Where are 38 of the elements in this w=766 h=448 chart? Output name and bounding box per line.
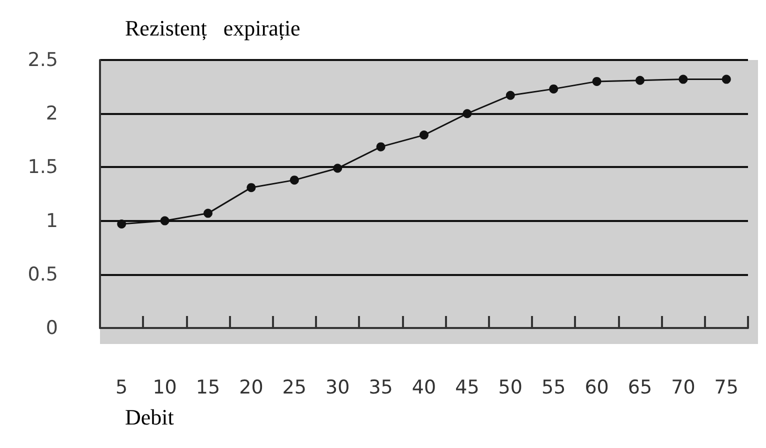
x-tick-label: 15	[196, 376, 220, 398]
point	[290, 176, 299, 185]
point	[117, 220, 126, 229]
chart-title: Rezistenț expirație	[125, 16, 300, 40]
x-tick-label: 45	[455, 376, 480, 398]
point	[246, 183, 256, 192]
point	[592, 76, 602, 86]
point	[204, 208, 212, 218]
point	[462, 109, 472, 118]
x-axis-title: Debit	[125, 404, 174, 430]
point	[722, 74, 731, 84]
point	[549, 84, 558, 94]
y-tick-label: 2	[46, 102, 58, 125]
point	[420, 130, 428, 140]
x-tick-label: 30	[326, 376, 350, 398]
point	[506, 90, 515, 100]
point	[678, 74, 688, 84]
y-tick-label: 0.5	[28, 263, 58, 286]
x-tick-label: 50	[498, 376, 522, 398]
x-tick-label: 40	[412, 376, 436, 398]
x-tick-label: 55	[542, 376, 566, 398]
point	[376, 142, 386, 152]
x-tick-label: 75	[714, 376, 738, 398]
point	[333, 164, 342, 173]
y-tick-label: 0	[46, 317, 58, 339]
x-tick-label: 60	[584, 376, 609, 398]
y-tick-label: 1	[46, 210, 58, 232]
point	[160, 216, 170, 226]
x-tick-label: 35	[368, 376, 393, 398]
y-tick-label: 2.5	[28, 49, 58, 71]
x-tick-label: 65	[628, 376, 652, 398]
x-tick-label: 20	[239, 376, 264, 398]
x-tick-label: 5	[116, 376, 128, 398]
x-tick-label: 10	[152, 376, 177, 398]
y-tick-label: 1.5	[28, 156, 58, 178]
point	[636, 76, 644, 85]
x-tick-label: 25	[282, 376, 306, 398]
x-tick-label: 70	[671, 376, 696, 398]
